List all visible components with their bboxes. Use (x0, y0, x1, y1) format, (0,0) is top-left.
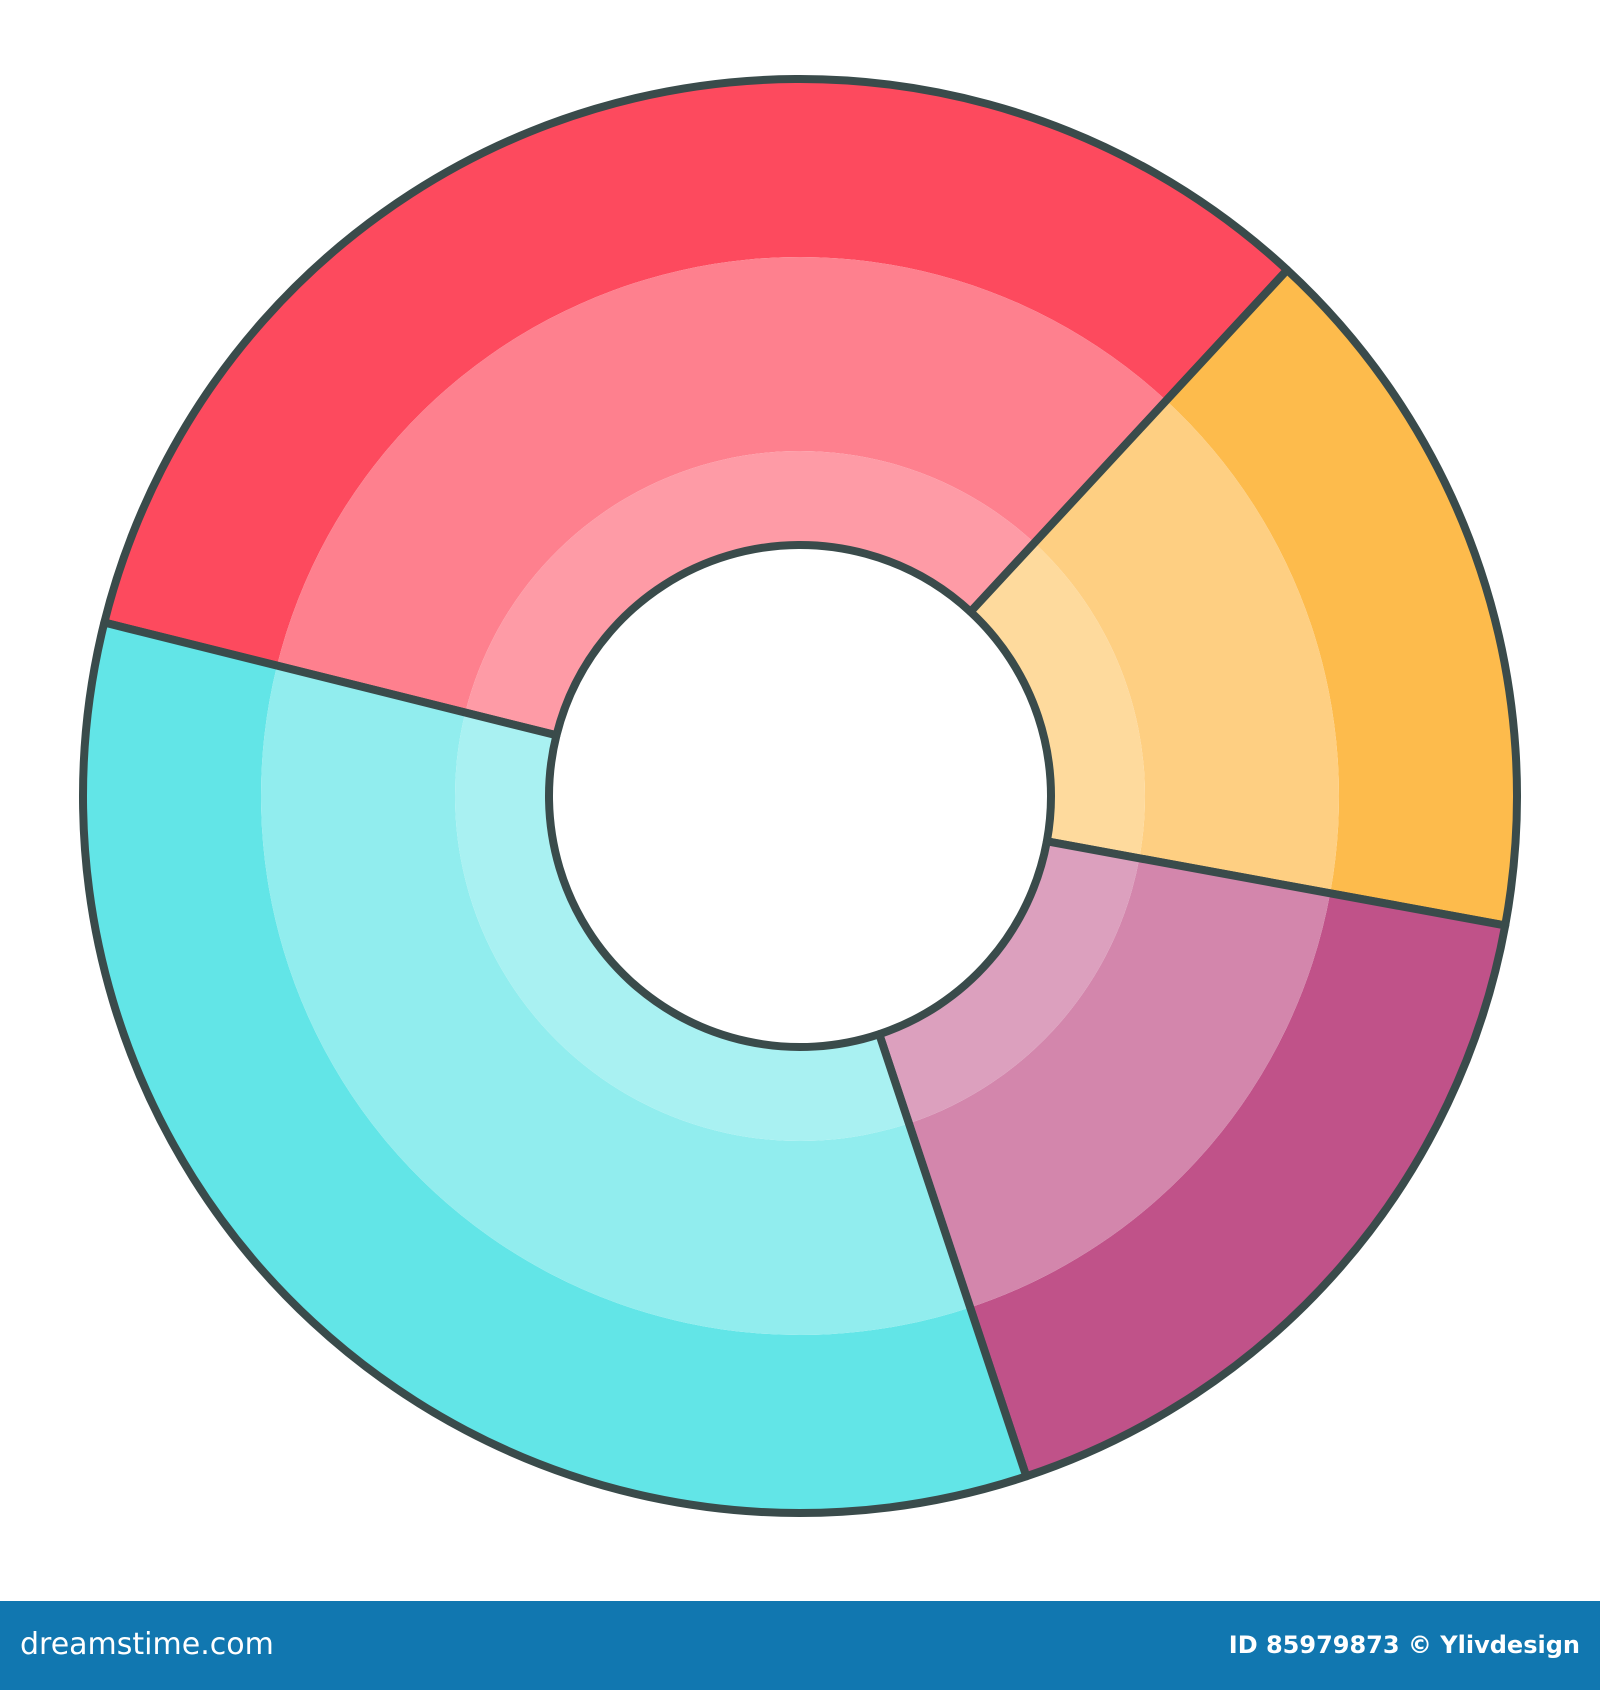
chart (79, 75, 1521, 1517)
segment-outer (1166, 269, 1517, 926)
site-name[interactable]: dreamstime.com (20, 1627, 274, 1662)
segment-middle (277, 256, 1167, 713)
segment-outer (83, 622, 1027, 1513)
segment-outer (970, 893, 1506, 1477)
segment-outline (966, 265, 1521, 930)
segment-outline (79, 618, 1031, 1517)
segment-outline (875, 837, 1510, 1481)
segment-inner (465, 451, 1035, 736)
segment-inner (454, 712, 909, 1141)
image-credit: ID 85979873 © Ylivdesign (1228, 1631, 1580, 1659)
segment-inner (970, 542, 1145, 859)
segment-outer (104, 78, 1288, 666)
segment-middle (1034, 400, 1340, 894)
footer: dreamstime.com ID 85979873 © Ylivdesign (0, 1601, 1600, 1690)
segment-middle (908, 858, 1331, 1308)
segment-outline (100, 75, 1292, 740)
segment-inner (879, 841, 1140, 1124)
segment-middle (261, 665, 971, 1335)
